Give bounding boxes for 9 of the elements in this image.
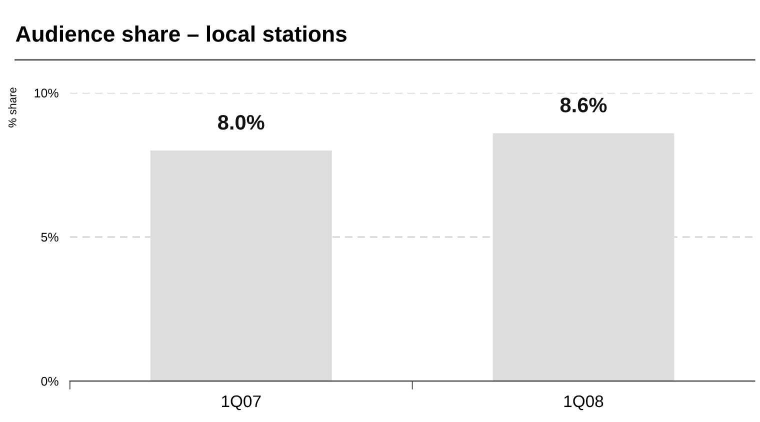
data-label: 8.0%	[218, 114, 264, 130]
x-tick-label: 1Q08	[564, 395, 604, 410]
chart-title: Audience share – local stations	[16, 26, 347, 42]
y-axis-title: % share	[8, 88, 16, 128]
y-tick-label: 10%	[34, 88, 58, 98]
data-label: 8.6%	[560, 98, 607, 112]
x-tick-label: 1Q07	[222, 395, 261, 410]
y-tick-label: 0%	[41, 376, 58, 386]
y-tick-label: 5%	[41, 232, 58, 242]
